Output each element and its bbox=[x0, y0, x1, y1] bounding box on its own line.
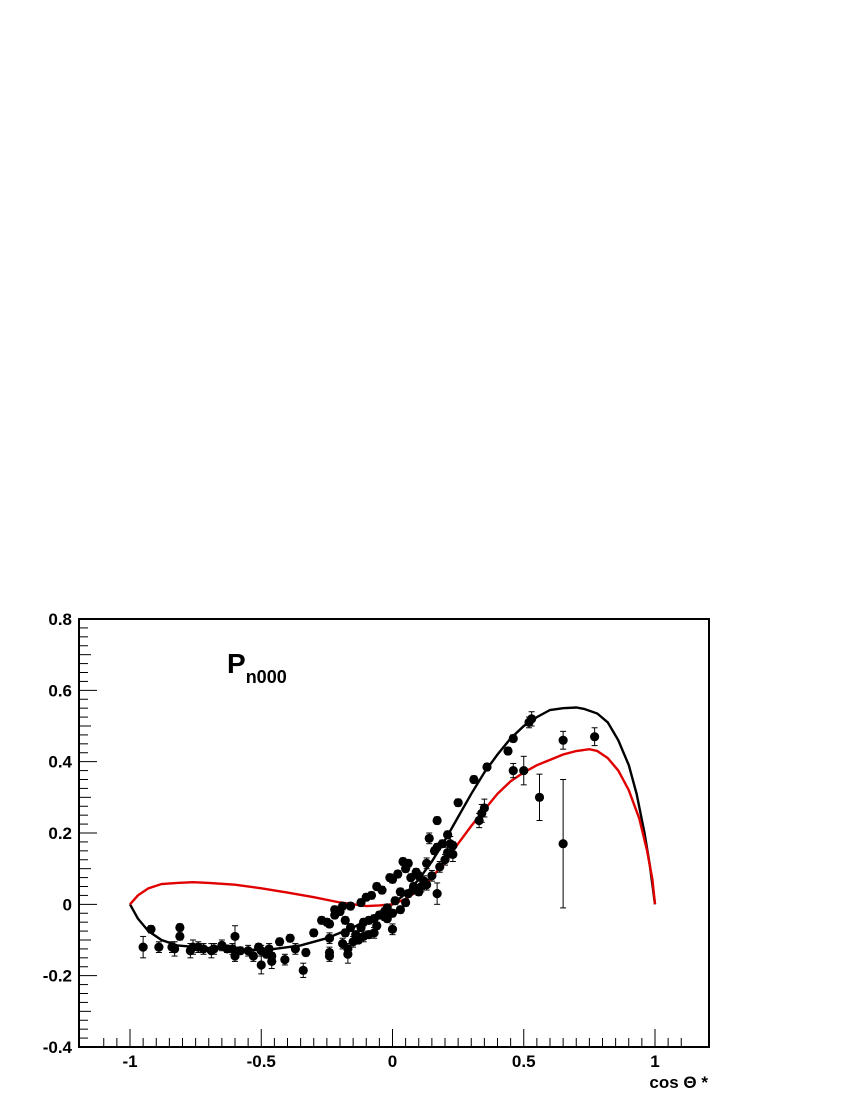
data-point bbox=[309, 928, 319, 938]
data-point bbox=[175, 922, 185, 933]
plot-title-subscript: n000 bbox=[246, 667, 287, 687]
data-point bbox=[340, 915, 350, 925]
y-tick-label: 0.4 bbox=[48, 753, 72, 772]
data-point bbox=[138, 942, 148, 952]
data-point bbox=[170, 944, 180, 954]
data-point bbox=[230, 931, 240, 942]
data-point bbox=[519, 765, 529, 776]
data-point bbox=[432, 889, 442, 899]
data-point bbox=[448, 849, 458, 860]
data-point bbox=[290, 944, 300, 954]
data-point bbox=[390, 896, 400, 906]
data-point bbox=[267, 956, 277, 967]
data-point bbox=[453, 798, 463, 808]
x-axis-label: cos Θ * bbox=[649, 1073, 708, 1092]
y-tick-label: -0.2 bbox=[43, 967, 72, 986]
data-point bbox=[503, 746, 513, 756]
data-point bbox=[387, 908, 398, 918]
data-point bbox=[401, 897, 411, 908]
data-point bbox=[432, 815, 442, 826]
data-point bbox=[175, 931, 185, 942]
y-axis-ticks: -0.4 -0.2 0 0.2 0.4 0.6 0.8 bbox=[43, 610, 97, 1057]
data-point bbox=[427, 871, 437, 881]
data-point bbox=[345, 922, 356, 933]
data-point bbox=[508, 765, 518, 776]
data-point bbox=[154, 942, 164, 952]
y-tick-label: 0 bbox=[63, 895, 72, 914]
y-tick-label: 0.2 bbox=[48, 824, 72, 843]
data-point bbox=[527, 714, 537, 724]
data-point bbox=[479, 803, 489, 813]
data-point bbox=[424, 833, 434, 843]
data-point bbox=[301, 947, 311, 958]
plot-frame bbox=[78, 618, 710, 1048]
data-point bbox=[443, 830, 453, 840]
data-point bbox=[324, 933, 335, 943]
x-axis-ticks: -1 -0.5 0 0.5 1 bbox=[103, 1029, 682, 1071]
y-tick-label: 0.6 bbox=[48, 681, 72, 700]
data-point bbox=[146, 924, 156, 934]
data-point bbox=[209, 944, 219, 954]
x-tick-label: -0.5 bbox=[247, 1052, 276, 1071]
data-point bbox=[534, 792, 545, 802]
data-point bbox=[369, 928, 379, 938]
data-point bbox=[558, 735, 568, 745]
data-point bbox=[338, 901, 348, 911]
data-point bbox=[395, 887, 405, 897]
data-point bbox=[482, 762, 492, 772]
plot-title: Pn000 bbox=[227, 648, 287, 687]
series-layer bbox=[128, 706, 657, 978]
data-point bbox=[435, 862, 445, 872]
data-point bbox=[280, 955, 290, 965]
x-tick-label: -1 bbox=[122, 1052, 137, 1071]
data-point bbox=[345, 901, 356, 911]
data-point bbox=[235, 946, 245, 956]
data-point bbox=[448, 840, 458, 851]
data-point bbox=[248, 951, 258, 961]
data-point bbox=[343, 949, 353, 959]
data-point bbox=[372, 921, 382, 931]
data-point bbox=[469, 774, 479, 785]
x-tick-label: 0.5 bbox=[512, 1052, 536, 1071]
data-point bbox=[264, 944, 274, 954]
data-point bbox=[387, 924, 398, 934]
data-point bbox=[393, 869, 403, 879]
data-point bbox=[437, 839, 447, 849]
data-point bbox=[298, 965, 308, 975]
x-tick-label: 0 bbox=[388, 1052, 397, 1071]
data-point bbox=[558, 839, 568, 849]
plot-title-main: P bbox=[227, 648, 246, 679]
data-point bbox=[377, 885, 387, 895]
data-point bbox=[508, 733, 518, 744]
data-point bbox=[198, 944, 209, 954]
data-point bbox=[403, 858, 413, 868]
data-point bbox=[256, 960, 266, 970]
data-point bbox=[275, 937, 285, 947]
data-point bbox=[422, 880, 432, 890]
data-point bbox=[590, 732, 600, 742]
data-point bbox=[285, 933, 295, 943]
y-tick-label: 0.8 bbox=[48, 610, 72, 629]
data-point bbox=[324, 919, 335, 929]
y-tick-label: -0.4 bbox=[43, 1038, 73, 1057]
data-point bbox=[422, 858, 432, 868]
data-point bbox=[395, 905, 405, 915]
data-point bbox=[324, 951, 335, 961]
data-point bbox=[366, 890, 377, 901]
x-tick-label: 1 bbox=[650, 1052, 659, 1071]
